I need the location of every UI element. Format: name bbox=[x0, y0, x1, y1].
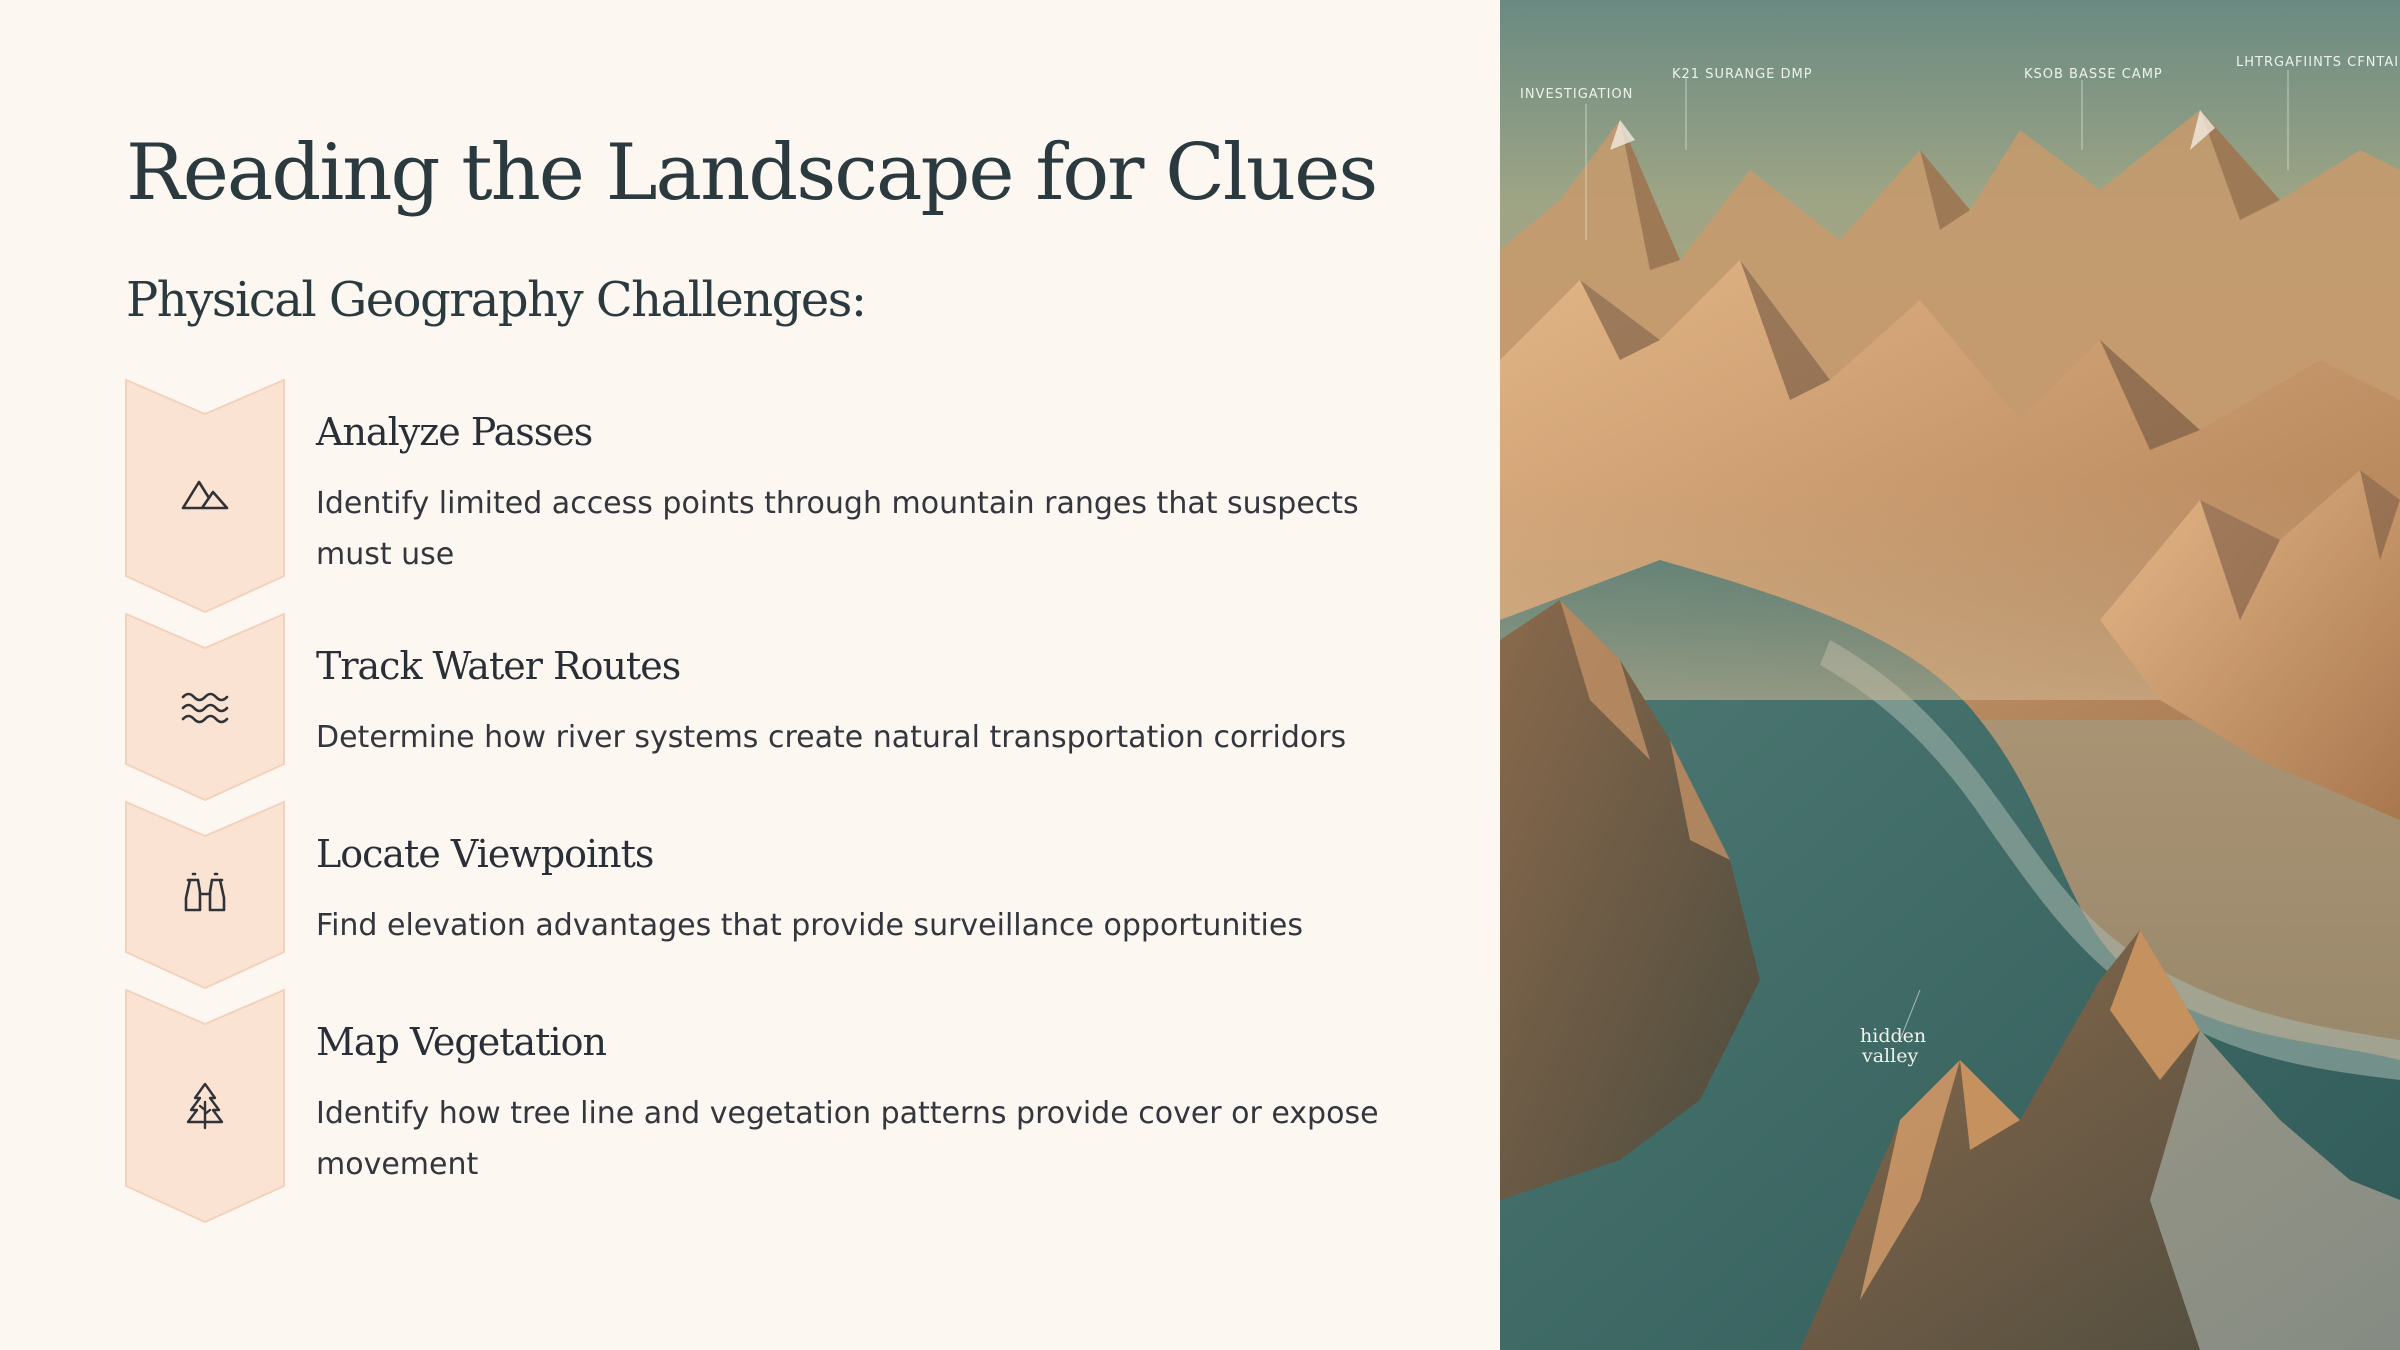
valley-label: hidden bbox=[1860, 1025, 1926, 1047]
content-panel: Reading the Landscape for Clues Physical… bbox=[124, 128, 1424, 1224]
map-label: KSOB BASSE CAMP bbox=[2024, 67, 2163, 82]
page-title: Reading the Landscape for Clues bbox=[126, 128, 1378, 218]
item-title: Analyze Passes bbox=[316, 410, 593, 454]
waves-icon bbox=[181, 692, 229, 724]
item-title: Map Vegetation bbox=[316, 1020, 607, 1064]
map-label: K21 SURANGE DMP bbox=[1672, 67, 1813, 82]
list-item-track-water-routes: Track Water Routes Determine how river s… bbox=[124, 612, 1424, 802]
mountain-icon bbox=[181, 480, 229, 510]
list-item-map-vegetation: Map Vegetation Identify how tree line an… bbox=[124, 988, 1424, 1224]
binoculars-icon bbox=[184, 872, 226, 912]
tree-icon bbox=[186, 1082, 224, 1130]
list-item-analyze-passes: Analyze Passes Identify limited access p… bbox=[124, 378, 1424, 614]
map-label: LHTRGAFIINTS CFNTAIE bbox=[2236, 55, 2400, 70]
item-description: Determine how river systems create natur… bbox=[316, 720, 1347, 755]
item-description: Identify how tree line and vegetation pa… bbox=[316, 1096, 1379, 1182]
section-subtitle: Physical Geography Challenges: bbox=[126, 272, 867, 328]
map-label: INVESTIGATION bbox=[1520, 87, 1633, 102]
landscape-photo: INVESTIGATION K21 SURANGE DMP KSOB BASSE… bbox=[1500, 0, 2400, 1350]
item-description: Identify limited access points through m… bbox=[316, 486, 1359, 572]
item-description: Find elevation advantages that provide s… bbox=[316, 908, 1303, 943]
list-item-locate-viewpoints: Locate Viewpoints Find elevation advanta… bbox=[124, 800, 1424, 990]
item-title: Locate Viewpoints bbox=[316, 832, 654, 876]
mountain-valley-illustration: INVESTIGATION K21 SURANGE DMP KSOB BASSE… bbox=[1500, 0, 2400, 1350]
valley-label: valley bbox=[1861, 1045, 1918, 1067]
item-title: Track Water Routes bbox=[316, 644, 681, 688]
